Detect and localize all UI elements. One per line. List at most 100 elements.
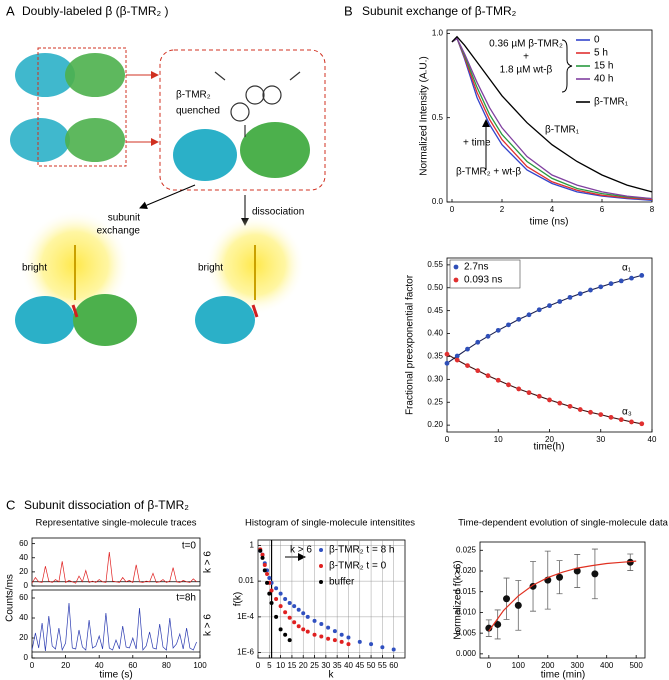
data-point <box>547 397 552 403</box>
y-tick-label: 0.0 <box>432 197 444 206</box>
data-point <box>547 303 552 309</box>
annotation: α₁ <box>622 263 632 274</box>
legend-marker <box>319 580 323 584</box>
data-point <box>305 629 310 634</box>
data-point <box>485 333 491 339</box>
legend-label: buffer <box>329 577 355 588</box>
panel-label: B <box>344 3 353 18</box>
data-point <box>262 568 267 573</box>
data-point <box>454 357 460 363</box>
data-point <box>292 620 297 625</box>
data-point <box>267 575 272 580</box>
series-line <box>451 35 653 193</box>
data-point <box>274 614 279 619</box>
plot-frame <box>479 541 646 659</box>
data-point <box>454 353 460 359</box>
plot-frame <box>446 29 653 203</box>
annotation: β-TMR₂ <box>176 90 211 101</box>
y-tick-label: 0.000 <box>456 649 477 658</box>
y-axis-label: Normalized Intensity (A.U.) <box>419 56 430 175</box>
data-point <box>267 591 272 596</box>
y-tick-label: 0.020 <box>456 566 477 575</box>
series-line <box>446 274 642 364</box>
x-tick-label: 15 <box>287 661 296 670</box>
data-point <box>485 373 491 379</box>
panel-label: A <box>6 3 15 18</box>
data-point <box>369 642 374 647</box>
data-point <box>567 403 573 409</box>
x-axis-label: k <box>329 670 335 680</box>
data-point <box>260 555 265 560</box>
annotation: dissociation <box>252 207 304 218</box>
x-tick-label: 35 <box>333 661 342 670</box>
legend-label: 2.7ns <box>464 262 488 273</box>
data-point <box>475 339 481 345</box>
data-point <box>391 647 396 652</box>
panel-title: Subunit exchange of β-TMR₂ <box>362 4 517 18</box>
legend-marker <box>319 548 323 552</box>
data-point <box>305 614 310 619</box>
data-point <box>312 632 317 637</box>
data-point <box>332 629 337 634</box>
data-point <box>608 281 614 287</box>
x-tick-label: 45 <box>355 661 364 670</box>
data-point <box>380 645 385 650</box>
y-tick-label: 0.025 <box>456 545 477 554</box>
data-point <box>278 591 283 596</box>
panel-title: Doubly-labeled β (β-TMR₂ ) <box>22 4 169 18</box>
y-tick-label: 0.015 <box>456 587 477 596</box>
data-point <box>465 346 470 352</box>
legend-marker <box>453 277 459 283</box>
data-point <box>296 607 301 612</box>
x-tick-label: 200 <box>541 661 555 670</box>
y-tick-label: 0.005 <box>456 628 477 637</box>
x-tick-label: 40 <box>344 661 353 670</box>
x-tick-label: 40 <box>95 661 104 670</box>
annotation: subunit <box>108 213 140 224</box>
y-tick-label: 0.55 <box>427 260 443 269</box>
x-axis-label: time (s) <box>99 670 132 680</box>
data-point <box>588 287 593 293</box>
data-point <box>514 601 522 609</box>
annotation: α₃ <box>622 407 632 418</box>
y-axis-label: Fractional preexponential factor <box>405 274 416 415</box>
data-point <box>265 572 270 577</box>
x-tick-label: 0 <box>450 205 455 214</box>
chart-title: Histogram of single-molecule intensitite… <box>245 518 415 529</box>
data-point <box>326 636 331 641</box>
data-point <box>287 600 292 605</box>
x-tick-label: 60 <box>389 661 398 670</box>
x-tick-label: 40 <box>648 435 657 444</box>
data-point <box>577 291 583 297</box>
series-line <box>31 552 197 584</box>
data-point <box>274 586 279 591</box>
legend-label: 15 h <box>594 61 613 72</box>
data-point <box>265 580 270 585</box>
annotation: bright <box>198 263 223 274</box>
data-point <box>319 621 324 626</box>
data-point <box>506 382 511 388</box>
x-tick-label: 55 <box>378 661 387 670</box>
data-point <box>278 627 283 632</box>
data-point <box>639 273 645 278</box>
data-point <box>495 377 501 383</box>
x-tick-label: 30 <box>596 435 605 444</box>
data-point <box>495 327 501 333</box>
data-point <box>485 624 493 632</box>
data-point <box>269 588 274 593</box>
data-point <box>283 597 288 601</box>
y-tick-label: 1E-4 <box>237 612 254 621</box>
y-tick-label: 1E-6 <box>237 648 254 657</box>
data-point <box>618 278 624 284</box>
data-point <box>626 558 634 566</box>
series-line <box>488 560 637 632</box>
plot-frame <box>31 537 201 587</box>
x-tick-label: 25 <box>310 661 319 670</box>
data-point <box>557 299 563 304</box>
legend-label: β-TMR₁ <box>594 97 629 108</box>
data-point <box>573 567 581 575</box>
x-tick-label: 400 <box>600 661 614 670</box>
data-point <box>274 597 279 601</box>
y-tick-label: 0.30 <box>427 374 443 383</box>
